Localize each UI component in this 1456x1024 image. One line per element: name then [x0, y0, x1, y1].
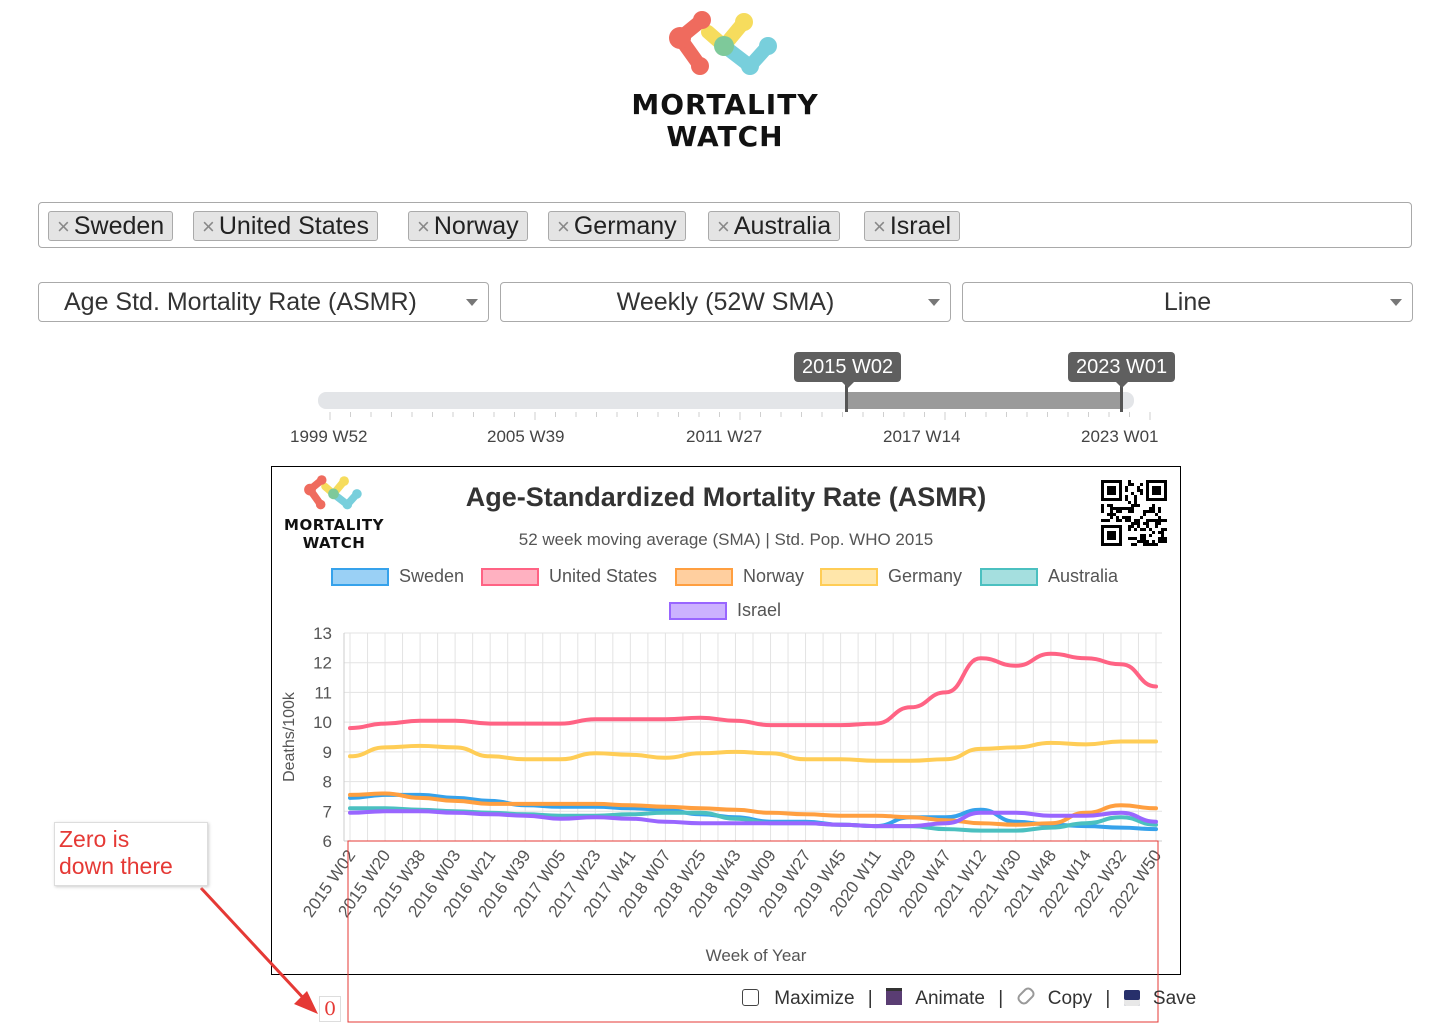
floppy-disk-icon[interactable] [1123, 990, 1140, 1006]
chart-subtitle: 52 week moving average (SMA) | Std. Pop.… [518, 530, 934, 549]
toolbar-separator: | [867, 988, 873, 1009]
site-logo[interactable]: MORTALITY WATCH [620, 10, 830, 153]
slider-tick-label: 2023 W01 [1081, 427, 1159, 446]
country-tag-sweden[interactable]: × Sweden [48, 211, 174, 241]
chart-type-select-value: Line [1163, 288, 1212, 316]
country-tag-israel[interactable]: × Israel [864, 211, 960, 241]
legend-swatch [820, 568, 878, 587]
country-tag-label: United States [218, 212, 369, 240]
country-tag-label: Israel [889, 212, 951, 240]
clapperboard-icon[interactable] [886, 988, 903, 1005]
zero-label: 0 [319, 996, 341, 1022]
logo-title-line2: WATCH [666, 120, 784, 153]
slider-tick-label: 2005 W39 [487, 427, 565, 446]
legend-label: Sweden [399, 566, 465, 586]
legend-swatch [331, 568, 389, 587]
range-end-label: 2023 W01 [1068, 352, 1176, 388]
toolbar-separator: | [998, 988, 1004, 1009]
country-tag-label: Germany [573, 212, 677, 240]
country-tag-label: Sweden [73, 212, 165, 240]
remove-tag-icon[interactable]: × [417, 214, 430, 239]
country-tag-united-states[interactable]: × United States [193, 211, 378, 241]
metric-select-value: Age Std. Mortality Rate (ASMR) [64, 288, 417, 316]
chart-logo: MORTALITY WATCH [278, 474, 390, 554]
metric-select[interactable]: Age Std. Mortality Rate (ASMR) [38, 282, 489, 322]
slider-tick-label: 2011 W27 [686, 427, 763, 446]
animate-button[interactable]: Animate [915, 988, 985, 1009]
period-select[interactable]: Weekly (52W SMA) [500, 282, 951, 322]
annotation-line1: Zero is [59, 826, 130, 852]
maximize-label[interactable]: Maximize [774, 988, 855, 1009]
chevron-down-icon [466, 299, 478, 306]
maximize-toggle[interactable] [742, 989, 759, 1006]
annotation-callout: Zero is down there [54, 822, 208, 886]
chart-logo-line1: MORTALITY [284, 516, 384, 534]
country-tag-label: Norway [433, 212, 519, 240]
date-range-selected[interactable] [846, 392, 1122, 409]
molecule-logo-icon [669, 11, 777, 75]
chart-title: Age-Standardized Mortality Rate (ASMR) [465, 482, 987, 512]
annotation-arrowhead [294, 991, 318, 1014]
copy-button[interactable]: Copy [1047, 988, 1093, 1009]
legend-label: Germany [888, 566, 963, 586]
country-tag-label: Australia [733, 212, 832, 240]
legend-label: Israel [737, 600, 782, 620]
country-tag-germany[interactable]: × Germany [548, 211, 686, 241]
period-select-value: Weekly (52W SMA) [616, 288, 835, 316]
link-icon[interactable] [1014, 985, 1037, 1007]
legend-item-norway[interactable]: Norway [675, 566, 804, 587]
country-tag-norway[interactable]: × Norway [408, 211, 528, 241]
legend-label: Norway [743, 566, 805, 586]
y-axis-label: Deaths/100k [281, 692, 298, 782]
range-end-handle[interactable] [1120, 384, 1123, 412]
remove-tag-icon[interactable]: × [57, 214, 70, 239]
chart-type-select[interactable]: Line [962, 282, 1413, 322]
qr-code[interactable] [1101, 480, 1167, 546]
legend-item-united-states[interactable]: United States [481, 566, 657, 587]
remove-tag-icon[interactable]: × [202, 214, 215, 239]
slider-minor-ticks [329, 412, 1151, 420]
save-button[interactable]: Save [1152, 988, 1197, 1009]
legend-label: Australia [1048, 566, 1119, 586]
x-axis-label: Week of Year [705, 946, 807, 965]
legend-swatch [669, 602, 727, 621]
legend-item-sweden[interactable]: Sweden [331, 566, 464, 587]
legend-swatch [675, 568, 733, 587]
range-start-handle[interactable] [845, 384, 848, 412]
range-start-label: 2015 W02 [794, 352, 902, 388]
toolbar-separator: | [1105, 988, 1111, 1009]
chart-logo-line2: WATCH [302, 534, 366, 552]
legend-swatch [481, 568, 539, 587]
chevron-down-icon [928, 299, 940, 306]
annotation-line2: down there [59, 853, 173, 879]
molecule-logo-icon [304, 475, 362, 510]
slider-tick-label: 2017 W14 [883, 427, 961, 446]
legend-item-germany[interactable]: Germany [820, 566, 962, 587]
remove-tag-icon[interactable]: × [873, 214, 886, 239]
logo-title-line1: MORTALITY [631, 88, 819, 121]
remove-tag-icon[interactable]: × [557, 214, 570, 239]
legend-item-israel[interactable]: Israel [669, 600, 781, 621]
legend-swatch [980, 568, 1038, 587]
chart-toolbar: Maximize | Animate | Copy | Save [742, 985, 1197, 1010]
country-multiselect[interactable]: × Sweden × United States × Norway × Germany … [38, 202, 1412, 248]
remove-tag-icon[interactable]: × [717, 214, 730, 239]
legend-label: United States [549, 566, 658, 586]
chevron-down-icon [1390, 299, 1402, 306]
country-tag-australia[interactable]: × Australia [708, 211, 841, 241]
legend-item-australia[interactable]: Australia [980, 566, 1118, 587]
slider-tick-label: 1999 W52 [290, 427, 368, 446]
